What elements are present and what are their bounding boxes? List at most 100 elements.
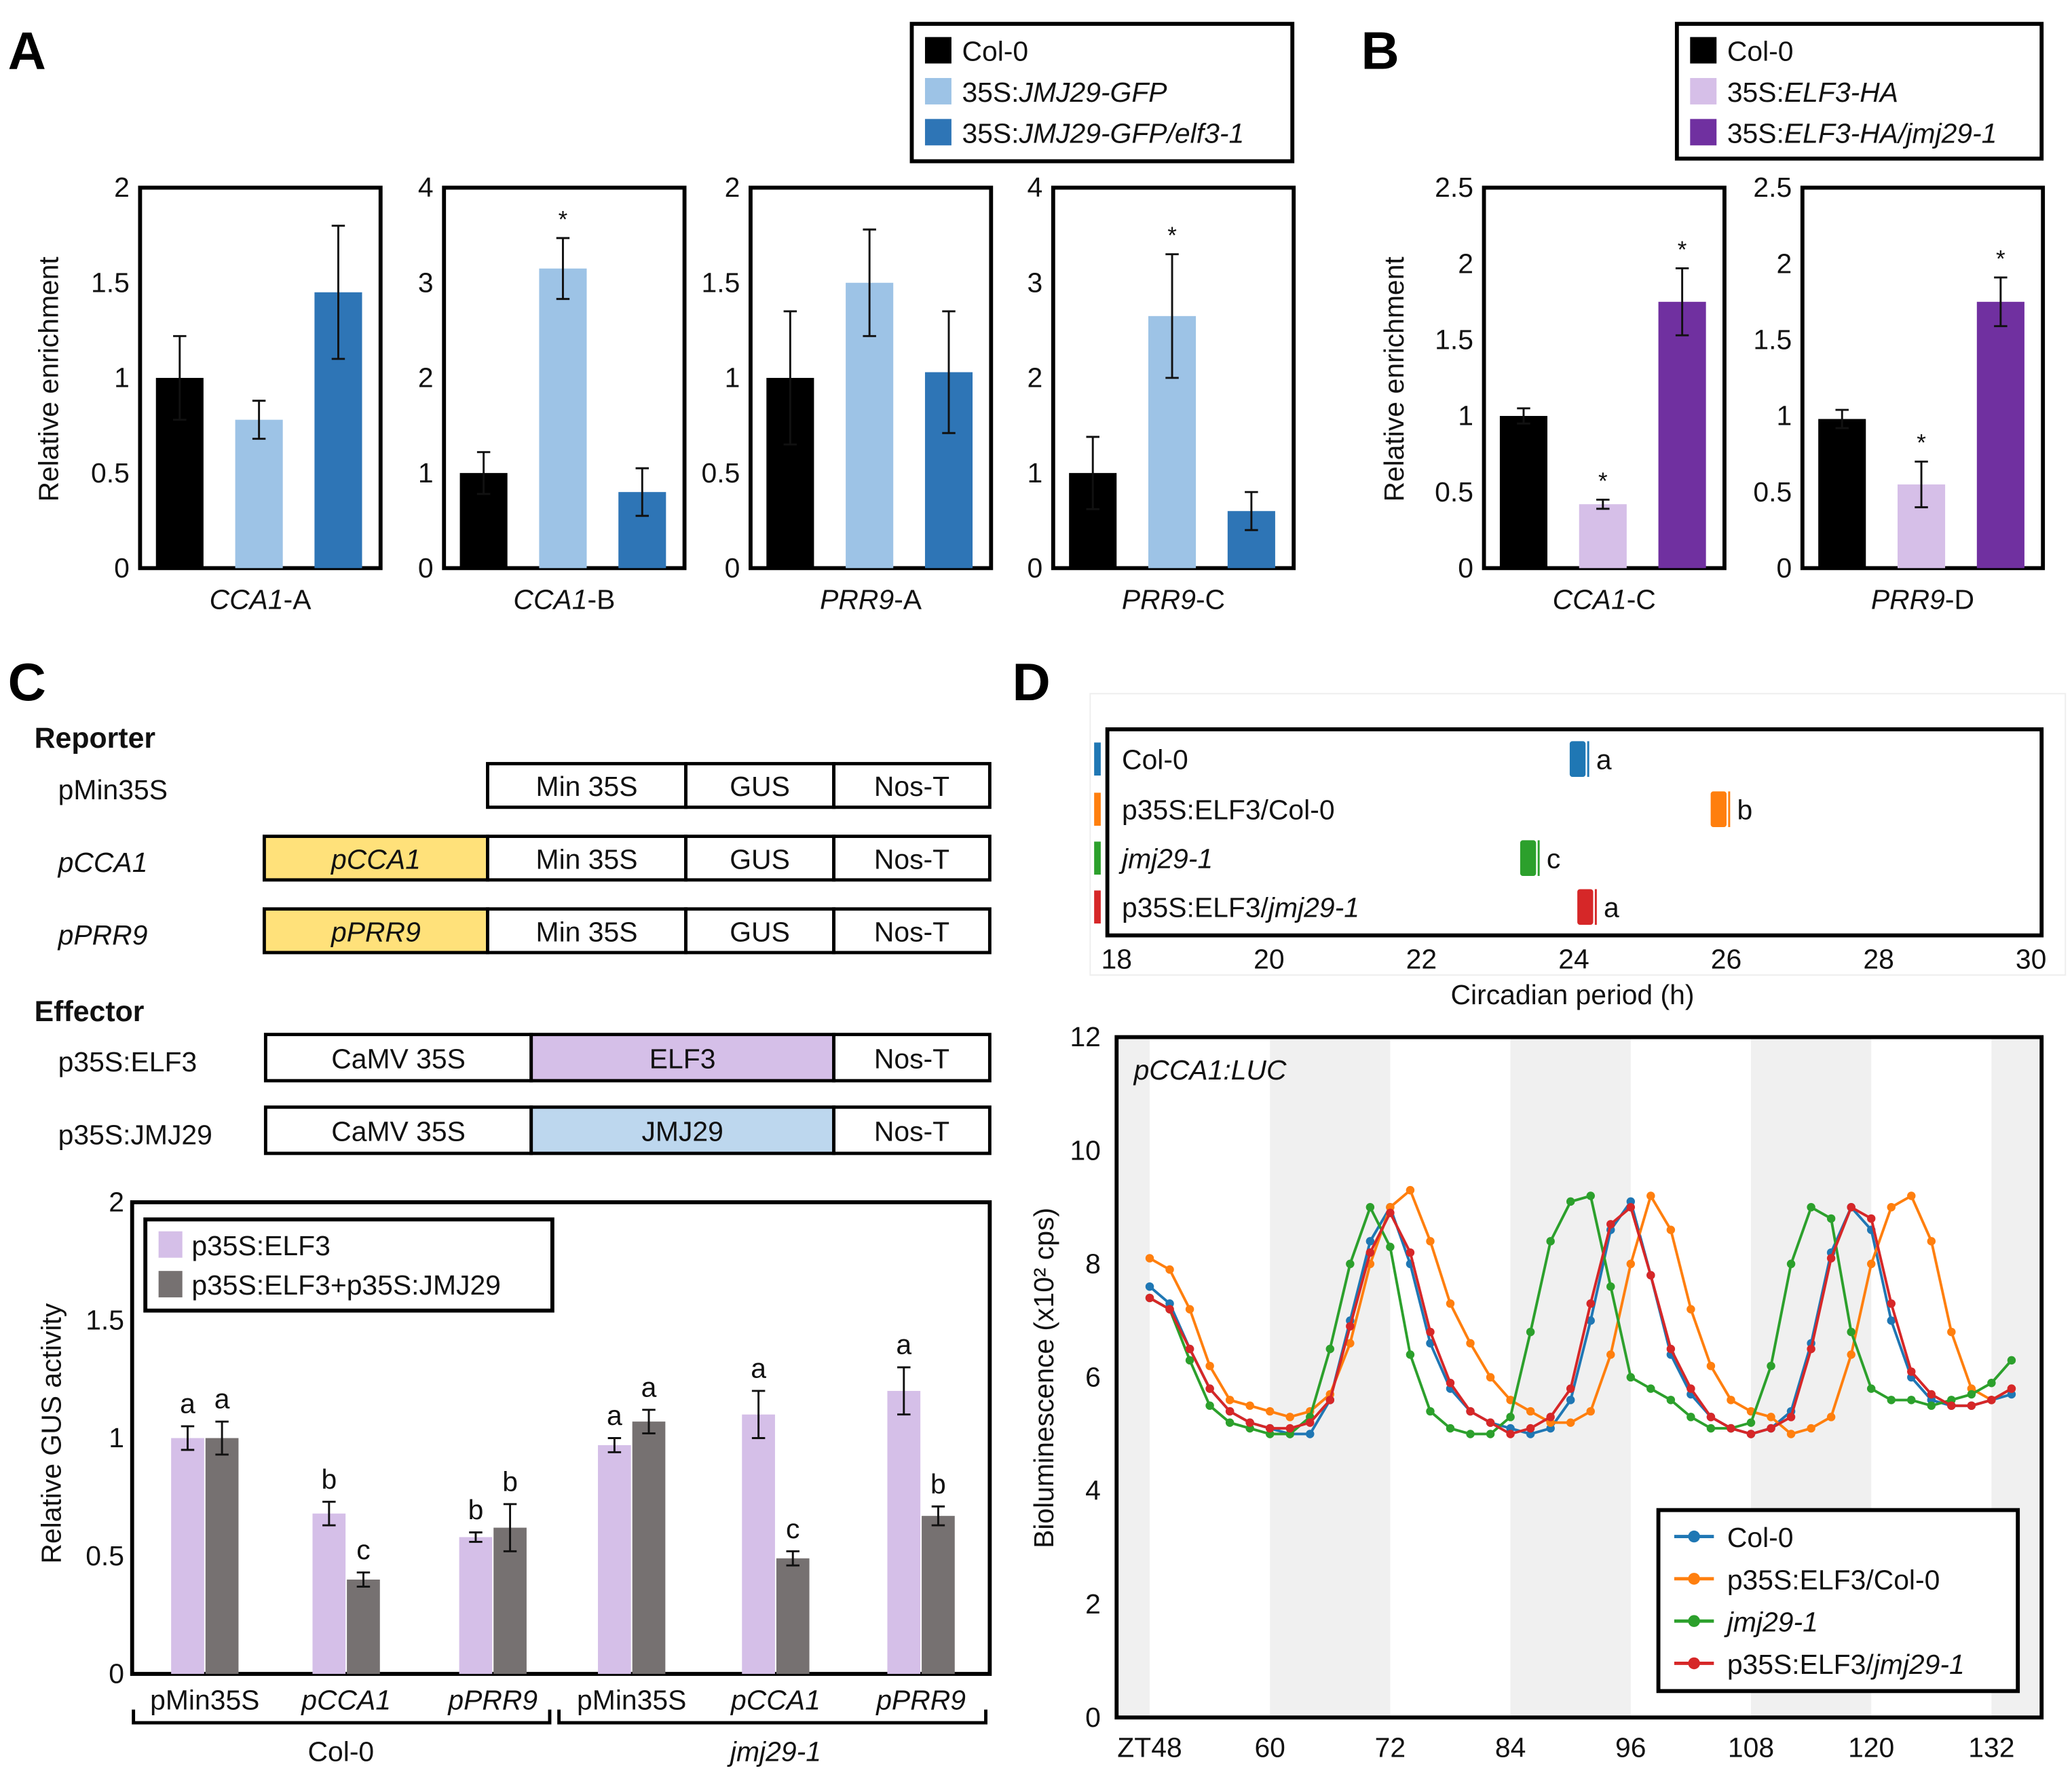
y-tick-label: 0 — [1085, 1702, 1101, 1733]
significance-mark: * — [1678, 237, 1687, 263]
legend-swatch — [924, 37, 952, 64]
y-tick-label: 1 — [114, 362, 130, 394]
legend-marker — [1688, 1615, 1700, 1627]
group-label: jmj29-1 — [727, 1736, 821, 1768]
y-tick-label: 1 — [418, 457, 434, 489]
data-point — [1446, 1379, 1455, 1388]
data-point — [1466, 1407, 1475, 1416]
x-category-label: CCA1-C — [1553, 584, 1656, 615]
reporter-name: pMin35S — [58, 774, 168, 805]
data-point — [1546, 1413, 1555, 1421]
bar — [1976, 301, 2024, 569]
y-tick-label: 2 — [109, 1187, 124, 1218]
y-tick-label: 1.5 — [1753, 324, 1792, 356]
data-point — [1826, 1254, 1836, 1263]
x-category-label: pCCA1 — [300, 1685, 391, 1716]
chart-layer: Relative enrichmentCol-035S:JMJ29-GFP35S… — [33, 22, 2067, 1768]
y-tick-label: 0.5 — [702, 457, 740, 489]
data-point — [1646, 1271, 1655, 1280]
cds-segment — [529, 1033, 836, 1083]
x-category-label: PRR9-D — [1871, 584, 1974, 615]
legend-label-text: Col-0 — [1727, 36, 1794, 67]
data-point — [1807, 1423, 1815, 1433]
significance-letter: b — [502, 1466, 518, 1497]
data-point — [1727, 1396, 1735, 1405]
data-point — [1245, 1401, 1254, 1410]
bar — [922, 1516, 955, 1675]
row-label-italic: jmj29-1 — [1265, 892, 1359, 923]
region-suffix: -B — [587, 584, 615, 615]
effector-name: p35S:ELF3 — [58, 1046, 197, 1077]
data-point — [1386, 1208, 1395, 1217]
promoter-segment-label: pCCA1 — [330, 843, 421, 875]
bar — [1818, 419, 1866, 569]
gene-name: CCA1 — [210, 584, 284, 615]
data-point — [1786, 1413, 1796, 1421]
data-point — [1526, 1407, 1535, 1416]
legend-swatch — [1690, 37, 1717, 64]
data-point — [1706, 1361, 1716, 1371]
data-point — [1786, 1430, 1796, 1438]
data-point — [1847, 1202, 1856, 1212]
data-point — [1165, 1305, 1174, 1314]
data-point — [1446, 1423, 1455, 1433]
data-point — [1606, 1220, 1615, 1229]
y-tick-label: 0 — [1776, 552, 1792, 584]
bar — [887, 1390, 921, 1675]
y-tick-label: 2 — [1085, 1588, 1101, 1620]
data-point — [1687, 1384, 1695, 1393]
data-point — [1365, 1202, 1375, 1212]
dark-period-band — [1510, 1037, 1631, 1718]
data-point — [1145, 1293, 1154, 1303]
legend-label-text: 35S: — [962, 77, 1019, 108]
data-point — [1426, 1407, 1435, 1416]
data-point — [1927, 1237, 1936, 1246]
legend-swatch — [1690, 77, 1717, 104]
significance-mark: * — [1598, 468, 1608, 495]
data-point — [1185, 1305, 1194, 1314]
legend-label-italic: ELF3-HA — [1784, 77, 1898, 108]
y-tick-label: 0.5 — [1435, 476, 1473, 508]
data-point — [1205, 1384, 1214, 1393]
dark-period-band — [1270, 1037, 1391, 1718]
x-tick-label: 96 — [1615, 1732, 1646, 1763]
gene-name: CCA1 — [513, 584, 587, 615]
nos-t-segment — [832, 1105, 992, 1155]
bar — [1499, 416, 1548, 569]
row-label-text: p35S:ELF3/Col-0 — [1122, 794, 1335, 825]
data-point — [1626, 1259, 1636, 1269]
legend-label-italic: jmj29-1 — [1724, 1607, 1818, 1638]
legend-label-text: 35S: — [962, 117, 1019, 149]
data-point — [1967, 1401, 1976, 1410]
x-tick-label: 28 — [1863, 943, 1894, 974]
legend-label: p35S:ELF3/jmj29-1 — [1727, 1649, 1965, 1680]
data-point — [1506, 1413, 1515, 1421]
min35s-segment-label: Min 35S — [536, 771, 638, 802]
plot-frame — [1114, 1035, 2044, 1720]
data-point — [1626, 1202, 1636, 1212]
x-tick-label: 84 — [1495, 1732, 1526, 1763]
x-tick-label: 24 — [1558, 943, 1589, 974]
significance-letter: a — [1604, 892, 1619, 923]
data-point — [1566, 1197, 1575, 1206]
data-point — [1466, 1430, 1475, 1438]
bar — [347, 1580, 380, 1675]
bar — [1658, 301, 1706, 569]
region-suffix: -A — [894, 584, 922, 615]
row-label-text: p35S:ELF3/ — [1122, 892, 1269, 923]
data-point — [1606, 1350, 1615, 1359]
camv35s-segment — [263, 1105, 533, 1155]
legend-label: 35S:ELF3-HA — [1727, 77, 1898, 108]
y-tick-label: 6 — [1085, 1362, 1101, 1393]
legend-label-italic: JMJ29-GFP — [1019, 77, 1167, 108]
gene-name: CCA1 — [1553, 584, 1627, 615]
data-point — [1566, 1418, 1575, 1427]
data-point — [1566, 1384, 1575, 1393]
data-point — [1927, 1401, 1936, 1410]
x-tick-label: 60 — [1254, 1732, 1285, 1763]
data-point — [2007, 1356, 2016, 1365]
bar — [598, 1445, 631, 1675]
y-tick-label: 2 — [418, 362, 434, 394]
x-category-label: pPRR9 — [875, 1685, 966, 1716]
